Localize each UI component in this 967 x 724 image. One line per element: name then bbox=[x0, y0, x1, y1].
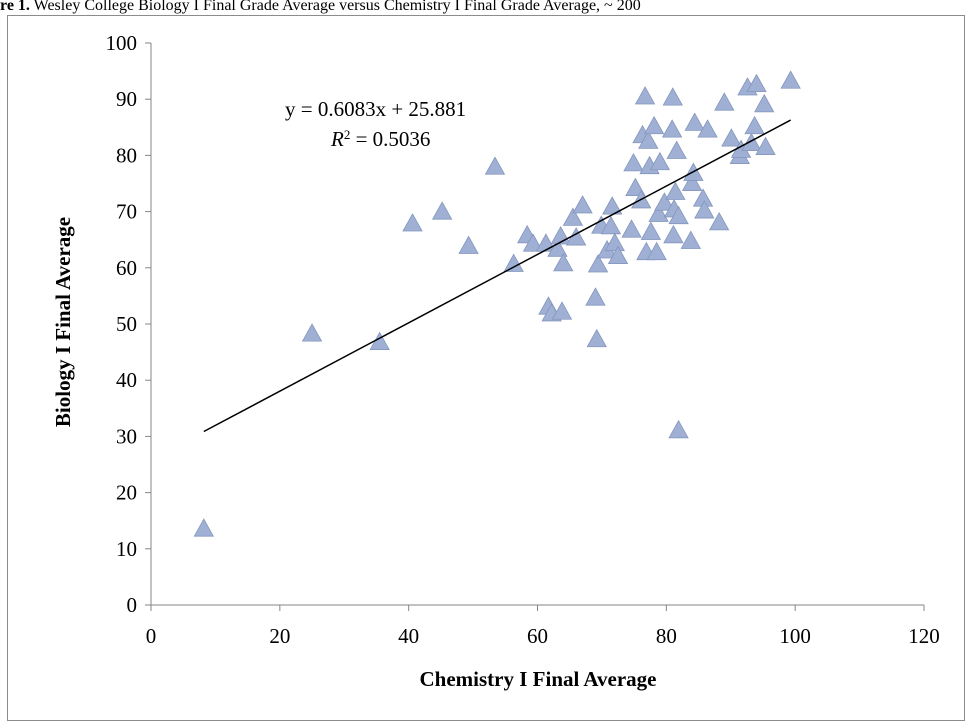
data-point bbox=[484, 156, 506, 175]
data-point bbox=[746, 73, 767, 93]
data-point bbox=[648, 203, 669, 222]
data-point bbox=[547, 238, 568, 257]
data-point bbox=[604, 232, 625, 252]
y-tick-label: 50 bbox=[116, 312, 137, 336]
chart-area bbox=[7, 15, 965, 721]
x-tick-label: 120 bbox=[908, 624, 940, 648]
data-point bbox=[625, 177, 646, 196]
data-point bbox=[402, 213, 423, 232]
y-tick-label: 60 bbox=[116, 256, 137, 280]
data-point bbox=[680, 230, 701, 249]
data-point bbox=[681, 172, 703, 191]
y-tick-label: 20 bbox=[116, 481, 137, 505]
r-squared-symbol: R bbox=[330, 127, 344, 151]
x-tick-label: 20 bbox=[269, 624, 290, 648]
data-point bbox=[551, 301, 573, 320]
data-point bbox=[666, 140, 687, 159]
data-point bbox=[708, 211, 730, 231]
axes bbox=[145, 42, 925, 611]
data-point bbox=[562, 207, 584, 226]
data-point bbox=[623, 152, 644, 172]
data-point bbox=[668, 205, 689, 225]
data-point bbox=[607, 245, 629, 264]
data-point bbox=[649, 151, 671, 171]
x-tick-label: 40 bbox=[398, 624, 419, 648]
data-point bbox=[458, 235, 479, 254]
data-point bbox=[684, 112, 705, 131]
r-squared-label: R2 = 0.5036 bbox=[330, 127, 430, 152]
data-point bbox=[654, 192, 675, 211]
data-point bbox=[301, 323, 323, 342]
data-point bbox=[431, 201, 453, 220]
data-point bbox=[744, 115, 765, 135]
y-tick-label: 0 bbox=[127, 593, 138, 617]
data-point bbox=[621, 219, 642, 238]
figure-caption-text: Wesley College Biology I Final Grade Ave… bbox=[29, 0, 641, 14]
trendline-group bbox=[203, 119, 792, 433]
y-axis-label: Biology I Final Average bbox=[51, 217, 75, 427]
data-point bbox=[585, 287, 606, 306]
data-point bbox=[522, 233, 544, 252]
data-point bbox=[755, 136, 776, 155]
data-point bbox=[661, 119, 683, 138]
data-point bbox=[634, 86, 656, 105]
data-point bbox=[721, 128, 742, 147]
r-squared-value: = 0.5036 bbox=[350, 127, 430, 151]
x-tick-label: 0 bbox=[146, 624, 157, 648]
figure-caption-lead: re 1. bbox=[0, 0, 30, 14]
data-point bbox=[780, 70, 801, 89]
r-squared-exponent: 2 bbox=[344, 127, 351, 142]
data-point bbox=[640, 221, 662, 240]
data-point bbox=[643, 115, 665, 135]
data-point bbox=[600, 215, 622, 235]
data-points bbox=[193, 70, 801, 537]
x-tick-label: 60 bbox=[527, 624, 548, 648]
y-tick-label: 90 bbox=[116, 87, 137, 111]
x-axis-label: Chemistry I Final Average bbox=[420, 667, 657, 691]
data-point bbox=[638, 130, 659, 149]
data-point bbox=[646, 241, 667, 261]
x-tick-label: 80 bbox=[656, 624, 677, 648]
y-tick-label: 30 bbox=[116, 424, 137, 448]
y-tick-label: 80 bbox=[116, 143, 137, 167]
y-tick-label: 10 bbox=[116, 537, 137, 561]
y-tick-label: 40 bbox=[116, 368, 137, 392]
data-point bbox=[754, 93, 775, 113]
data-point bbox=[193, 518, 215, 537]
data-point bbox=[741, 132, 762, 152]
data-point bbox=[663, 224, 684, 244]
data-point bbox=[714, 92, 735, 111]
data-point bbox=[572, 195, 593, 214]
data-point bbox=[503, 253, 524, 272]
data-point bbox=[665, 181, 686, 200]
tick-labels: 0 20 40 60 80 100 120 0 10 20 30 40 50 60 70 80 90 100 bbox=[106, 31, 940, 648]
trendline bbox=[203, 119, 792, 433]
y-tick-label: 70 bbox=[116, 200, 137, 224]
x-tick-label: 100 bbox=[779, 624, 811, 648]
figure-caption: re 1. Wesley College Biology I Final Gra… bbox=[0, 0, 967, 19]
data-point bbox=[587, 254, 609, 273]
data-point bbox=[668, 419, 689, 439]
y-tick-label: 100 bbox=[106, 31, 138, 55]
data-point bbox=[662, 87, 683, 106]
trendline-equation: y = 0.6083x + 25.881 bbox=[285, 97, 466, 121]
data-point bbox=[697, 119, 718, 138]
data-point bbox=[553, 252, 574, 272]
data-point bbox=[586, 328, 607, 348]
data-point bbox=[694, 200, 715, 219]
